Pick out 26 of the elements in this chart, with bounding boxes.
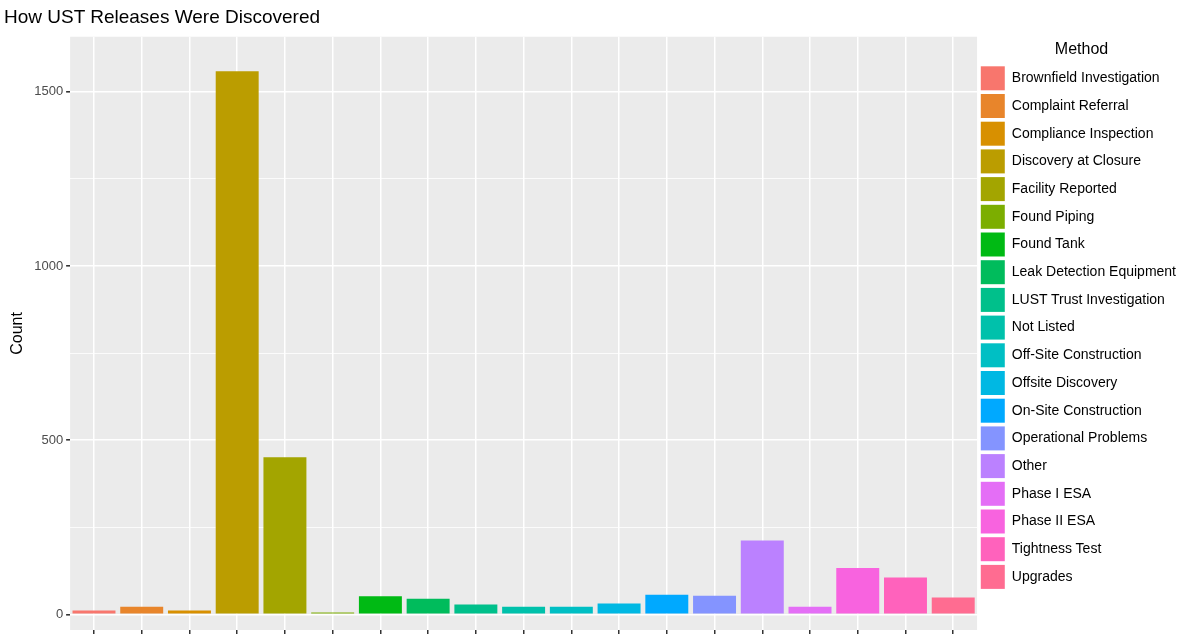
legend-label: Discovery at Closure xyxy=(1011,152,1142,169)
legend-label: Off-Site Construction xyxy=(1011,346,1142,363)
legend-label: Upgrades xyxy=(1011,567,1073,584)
chart-title: How UST Releases Were Discovered xyxy=(4,5,321,27)
y-tick-label: 1500 xyxy=(34,83,64,99)
legend-label: LUST Trust Investigation xyxy=(1011,290,1165,307)
legend-label: Facility Reported xyxy=(1011,179,1117,196)
legend-label: Offsite Discovery xyxy=(1011,373,1118,390)
legend-label: Compliance Inspection xyxy=(1011,124,1154,141)
legend-label: Operational Problems xyxy=(1011,429,1148,446)
legend-label: Not Listed xyxy=(1011,318,1075,335)
legend-label: Found Piping xyxy=(1011,207,1095,224)
legend-label: Other xyxy=(1011,456,1048,473)
y-tick-label: 1000 xyxy=(34,257,64,273)
legend-label: Found Tank xyxy=(1011,235,1086,252)
legend-label: Phase I ESA xyxy=(1011,484,1092,501)
legend-label: On-Site Construction xyxy=(1011,401,1142,418)
legend-label: Brownfield Investigation xyxy=(1011,69,1160,86)
legend-label: Complaint Referral xyxy=(1011,96,1129,113)
legend-title: Method xyxy=(1054,39,1109,57)
y-axis-title: Count xyxy=(8,311,26,355)
legend-label: Tightness Test xyxy=(1011,540,1102,557)
y-tick-label: 0 xyxy=(55,605,64,621)
legend-label: Phase II ESA xyxy=(1011,512,1096,529)
y-tick-label: 500 xyxy=(41,431,64,447)
legend-label: Leak Detection Equipment xyxy=(1011,263,1177,280)
